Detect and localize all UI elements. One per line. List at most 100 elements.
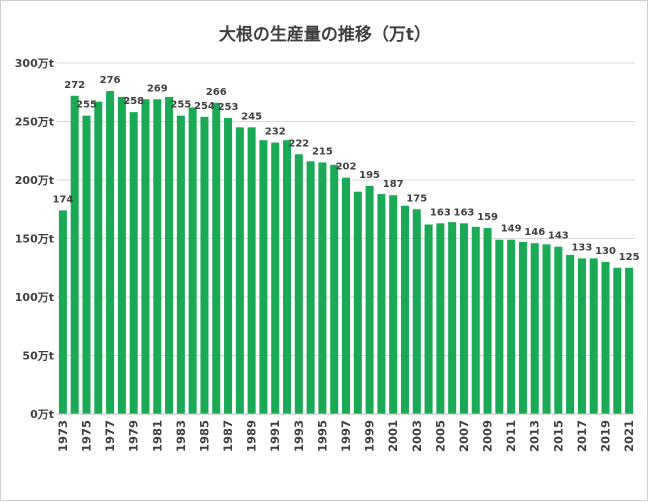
bar (554, 246, 563, 414)
x-tick-label: 2011 (504, 420, 518, 452)
bar (424, 224, 433, 414)
data-label: 202 (336, 162, 357, 173)
bar (188, 107, 197, 415)
bar (153, 99, 162, 415)
x-tick-label: 1985 (197, 420, 211, 452)
bar (330, 164, 339, 414)
x-tick-label: 1979 (127, 420, 141, 452)
x-tick-label: 2009 (481, 420, 495, 452)
data-label: 143 (548, 231, 569, 242)
bar (235, 127, 244, 414)
bar (294, 154, 303, 414)
bar (459, 223, 468, 414)
bar (389, 195, 398, 414)
bar (542, 244, 551, 414)
data-label: 258 (123, 96, 144, 107)
bar (224, 117, 233, 415)
bar (436, 223, 445, 414)
x-tick-label: 2007 (457, 420, 471, 452)
bar (141, 99, 150, 415)
data-label: 130 (595, 246, 616, 257)
bar (271, 142, 280, 414)
x-tick-label: 1987 (221, 420, 235, 452)
x-tick-label: 2021 (622, 420, 636, 452)
x-tick-label: 2013 (528, 420, 542, 452)
bar (106, 91, 115, 414)
data-label: 125 (619, 252, 640, 263)
data-label: 272 (64, 80, 85, 91)
x-tick-label: 1997 (339, 420, 353, 452)
bar (70, 95, 79, 414)
bar (589, 258, 598, 414)
bar (259, 140, 268, 414)
bar (212, 102, 221, 414)
bar (448, 222, 457, 414)
bar (483, 227, 492, 414)
y-tick-label: 150万t (15, 233, 54, 246)
bar (377, 194, 386, 414)
data-label: 232 (265, 127, 286, 138)
x-tick-label: 1983 (174, 420, 188, 452)
y-tick-label: 100万t (15, 291, 54, 304)
x-tick-label: 1993 (292, 420, 306, 452)
bar (58, 210, 67, 414)
data-label: 245 (241, 111, 262, 122)
bar (577, 258, 586, 414)
bar (94, 101, 103, 415)
x-tick-label: 2005 (433, 420, 447, 452)
y-tick-label: 0万t (30, 408, 54, 421)
bar (566, 254, 575, 414)
x-tick-label: 2003 (410, 420, 424, 452)
x-tick-label: 1975 (79, 420, 93, 452)
bar (365, 185, 374, 414)
data-label: 146 (524, 227, 545, 238)
x-tick-label: 1977 (103, 420, 117, 452)
y-tick-label: 50万t (22, 350, 54, 363)
bar (601, 261, 610, 414)
data-label: 269 (147, 83, 168, 94)
bar (400, 205, 409, 414)
y-tick-label: 200万t (15, 174, 54, 187)
bar (518, 242, 527, 414)
bar (176, 115, 185, 415)
bar (625, 267, 634, 414)
data-label: 149 (501, 224, 522, 235)
data-label: 163 (454, 207, 475, 218)
bar (495, 239, 504, 414)
x-tick-label: 1991 (268, 420, 282, 452)
y-tick-label: 300万t (15, 57, 54, 70)
bar (306, 161, 315, 414)
data-label: 133 (571, 242, 592, 253)
x-tick-label: 1999 (363, 420, 377, 452)
bar (200, 116, 209, 414)
x-tick-label: 1995 (315, 420, 329, 452)
bar (353, 191, 362, 414)
data-label: 253 (218, 102, 239, 113)
data-label: 266 (206, 87, 227, 98)
bar (283, 140, 292, 414)
bar (129, 112, 138, 414)
bar (530, 243, 539, 414)
data-label: 174 (52, 194, 73, 205)
chart-title: 大根の生産量の推移（万t） (218, 25, 432, 45)
bar (318, 162, 327, 414)
bar (341, 177, 351, 414)
y-tick-label: 250万t (15, 116, 54, 129)
data-label: 163 (430, 207, 451, 218)
data-label: 187 (383, 179, 404, 190)
bar (82, 115, 91, 415)
x-tick-label: 1973 (56, 420, 70, 452)
data-label: 276 (100, 75, 121, 86)
data-label: 195 (359, 170, 380, 181)
bar (165, 96, 174, 415)
x-tick-label: 1989 (245, 420, 259, 452)
x-tick-label: 2001 (386, 420, 400, 452)
bar (507, 239, 516, 414)
data-label: 255 (170, 100, 191, 111)
bar (247, 127, 256, 414)
data-label: 255 (76, 100, 97, 111)
data-label: 254 (194, 101, 215, 112)
x-tick-label: 2015 (551, 420, 565, 452)
bar (613, 267, 622, 414)
